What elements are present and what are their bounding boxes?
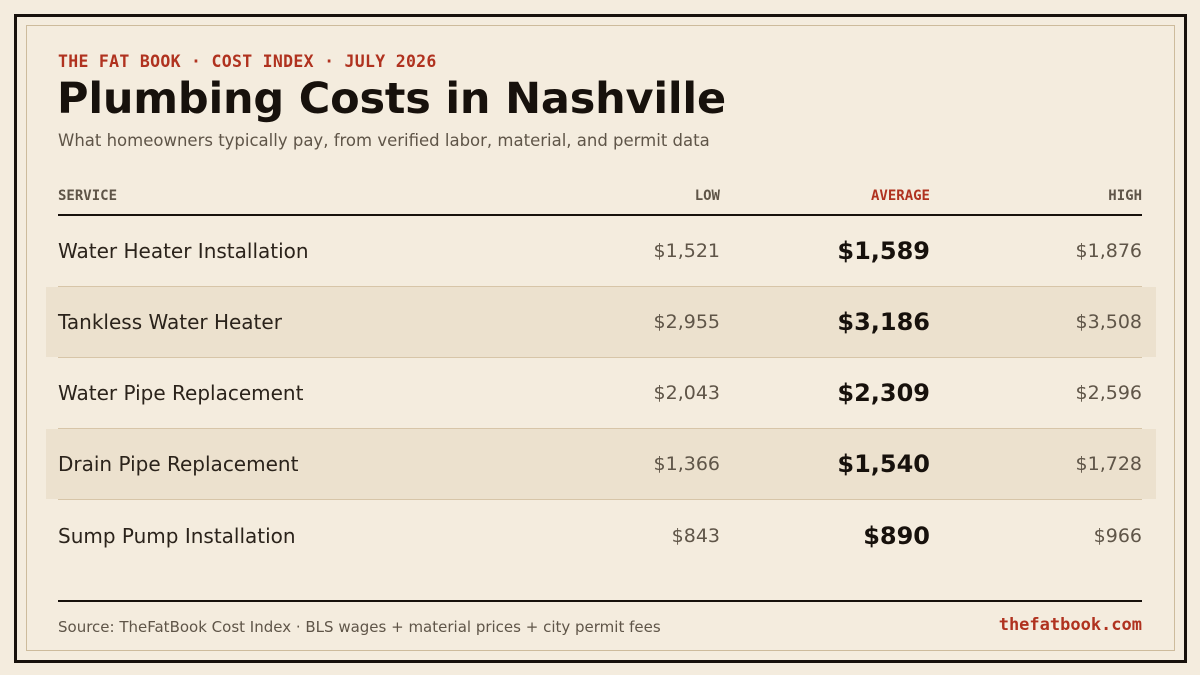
page-title: Plumbing Costs in Nashville [57,74,726,124]
table-body: Water Heater Installation $1,521 $1,589 $1,… [46,216,1156,571]
footer-divider [58,600,1142,602]
cost-table: SERVICE LOW AVERAGE HIGH Water Heater In… [46,178,1156,571]
service-cell: Water Heater Installation [58,239,309,263]
service-cell: Tankless Water Heater [58,310,282,334]
service-cell: Sump Pump Installation [58,523,296,548]
column-header-low: LOW [694,188,720,204]
low-cost-cell: $2,043 [653,382,720,404]
low-cost-cell: $1,366 [653,453,720,475]
table-row: Drain Pipe Replacement $1,366 $1,540 $1,728 [46,429,1156,500]
table-header: SERVICE LOW AVERAGE HIGH [58,178,1142,216]
eyebrow-label: THE FAT BOOK · COST INDEX · JULY 2026 [58,52,437,71]
column-header-service: SERVICE [58,188,118,204]
average-cost-cell: $1,589 [837,237,930,265]
low-cost-cell: $843 [671,524,720,547]
average-cost-cell: $2,309 [837,379,930,407]
column-header-average: AVERAGE [870,188,930,204]
table-row: Sump Pump Installation $843 $890 $966 [58,500,1142,571]
average-cost-cell: $890 [863,521,930,550]
high-cost-cell: $1,728 [1075,453,1142,475]
average-cost-cell: $1,540 [837,450,930,478]
service-cell: Water Pipe Replacement [58,381,304,405]
table-row: Tankless Water Heater $2,955 $3,186 $3,508 [46,287,1156,358]
high-cost-cell: $1,876 [1075,240,1142,262]
high-cost-cell: $2,596 [1075,382,1142,404]
average-cost-cell: $3,186 [837,308,930,336]
high-cost-cell: $3,508 [1075,311,1142,333]
high-cost-cell: $966 [1093,524,1142,547]
outer-frame [14,14,1187,663]
site-link[interactable]: thefatbook.com [998,615,1142,635]
low-cost-cell: $2,955 [653,311,720,333]
service-cell: Drain Pipe Replacement [58,452,299,476]
low-cost-cell: $1,521 [653,240,720,262]
column-header-high: HIGH [1108,188,1142,204]
page-subtitle: What homeowners typically pay, from veri… [58,131,710,150]
source-note: Source: TheFatBook Cost Index · BLS wage… [58,618,661,636]
table-row: Water Pipe Replacement $2,043 $2,309 $2,596 [58,358,1142,429]
inner-frame [26,25,1175,651]
table-row: Water Heater Installation $1,521 $1,589 $1,… [58,216,1142,287]
